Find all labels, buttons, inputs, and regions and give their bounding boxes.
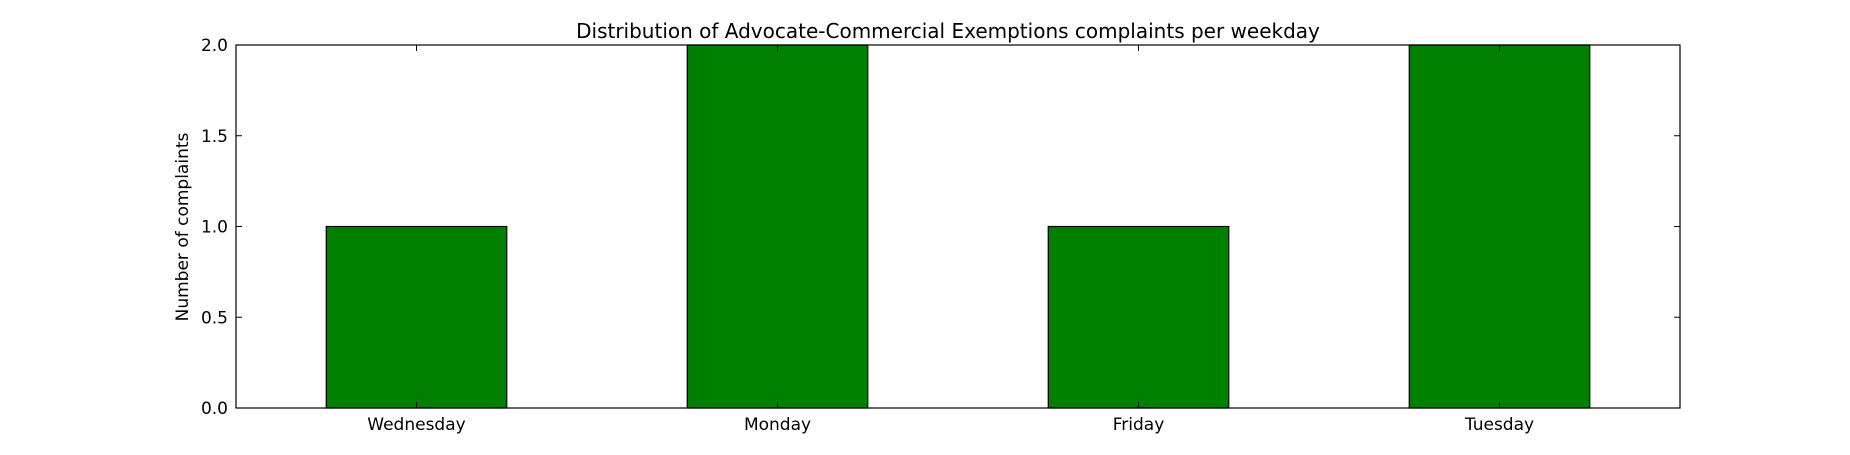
y-tick-label: 1.0 <box>201 218 228 238</box>
bar-wednesday <box>325 225 508 409</box>
y-tick-label: 0.5 <box>201 308 228 328</box>
bars-group <box>325 44 1591 409</box>
x-tick-label: Friday <box>1113 415 1165 435</box>
bar-friday <box>1047 225 1230 409</box>
ticks-group: Wednesday Monday Friday Tuesday 0.0 0.5 1.0 1.5… <box>201 36 1680 435</box>
plot-frame <box>235 44 1681 409</box>
bar-monday <box>686 44 869 409</box>
x-tick-label: Wednesday <box>367 415 465 435</box>
chart-title: Distribution of Advocate-Commercial Exem… <box>576 19 1320 43</box>
x-tick-label: Monday <box>744 415 811 435</box>
y-axis-label: Number of complaints <box>173 132 193 321</box>
y-tick-label: 1.5 <box>201 127 228 147</box>
y-tick-label: 0.0 <box>201 399 228 419</box>
x-tick-label: Tuesday <box>1464 415 1534 435</box>
y-tick-label: 2.0 <box>201 36 228 56</box>
bar-tuesday <box>1408 44 1591 409</box>
